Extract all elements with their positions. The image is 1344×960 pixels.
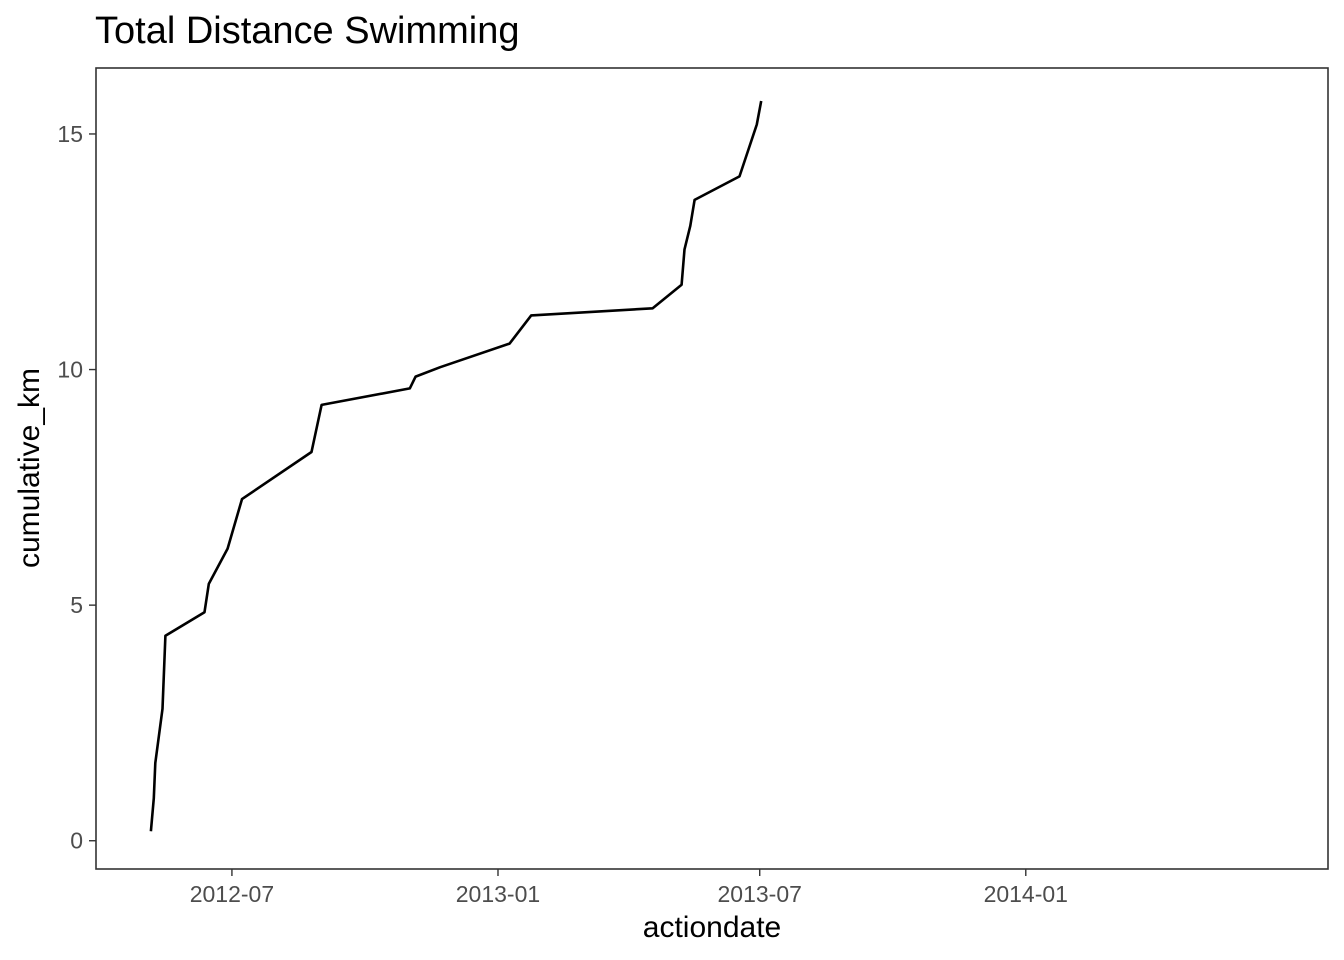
y-tick-label: 5 [70, 592, 83, 618]
x-tick-label: 2012-07 [190, 881, 274, 907]
plot-panel [95, 67, 1329, 870]
x-tick-label: 2013-01 [456, 881, 540, 907]
x-tick-label: 2014-01 [984, 881, 1068, 907]
y-axis-title: cumulative_km [13, 368, 46, 568]
y-tick-label: 15 [57, 121, 83, 147]
x-axis: 2012-07 2013-01 2013-07 2014-01 [190, 869, 1068, 907]
y-tick-label: 10 [57, 357, 83, 383]
chart-title: Total Distance Swimming [95, 10, 519, 52]
series-line-cumulative-km [149, 100, 763, 832]
y-tick-label: 0 [70, 828, 83, 854]
x-axis-title: actiondate [643, 911, 781, 944]
y-axis: 0 5 10 15 [57, 121, 96, 854]
x-tick-label: 2013-07 [718, 881, 802, 907]
